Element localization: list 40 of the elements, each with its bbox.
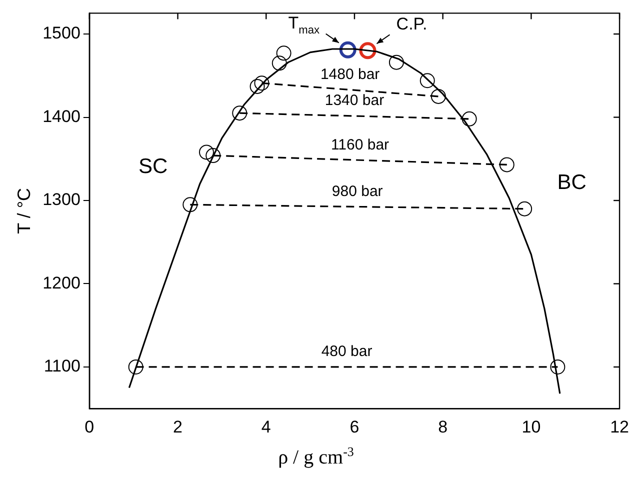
- annotation: C.P.: [396, 14, 428, 34]
- x-tick-label: 4: [261, 417, 271, 436]
- annotation: 1160 bar: [330, 136, 390, 154]
- point: [198, 144, 214, 160]
- annotation: 980 bar: [332, 182, 383, 200]
- point: [206, 148, 221, 164]
- point: [276, 46, 292, 61]
- x-tick-label: 12: [610, 417, 630, 436]
- point: [462, 111, 477, 126]
- point: [359, 42, 376, 60]
- point: [517, 201, 532, 216]
- y-tick-label: 1500: [42, 24, 80, 43]
- point: [272, 56, 287, 71]
- y-tick-label: 1400: [42, 106, 80, 126]
- x-tick-label: 6: [350, 417, 360, 436]
- annotation: 1340 bar: [324, 92, 384, 110]
- point: [250, 78, 265, 94]
- x-axis-title: ρ / g cm$^{-3}$: [277, 444, 355, 470]
- point: [550, 359, 566, 374]
- point: [420, 73, 435, 88]
- point: [232, 106, 248, 121]
- y-tick-label: 1200: [42, 273, 80, 292]
- x-tick-label: 10: [522, 417, 541, 436]
- y-axis-title: T / °C: [14, 188, 34, 234]
- y-tick-label: 1300: [42, 190, 80, 210]
- point: [430, 88, 446, 104]
- point: [254, 76, 270, 91]
- y-tick-label: 1100: [44, 356, 80, 376]
- point: [182, 197, 198, 212]
- point: [128, 359, 144, 374]
- point: [499, 157, 514, 172]
- annotation: 480 bar: [321, 343, 372, 360]
- annotation: SC: [138, 155, 168, 178]
- point: [339, 41, 356, 58]
- point: [388, 54, 404, 70]
- x-tick-label: 8: [438, 417, 448, 436]
- annotation: 1480 bar: [320, 66, 380, 83]
- x-tick-label: 0: [84, 417, 94, 436]
- annotation: BC: [557, 171, 586, 194]
- x-tick-label: 2: [173, 417, 183, 436]
